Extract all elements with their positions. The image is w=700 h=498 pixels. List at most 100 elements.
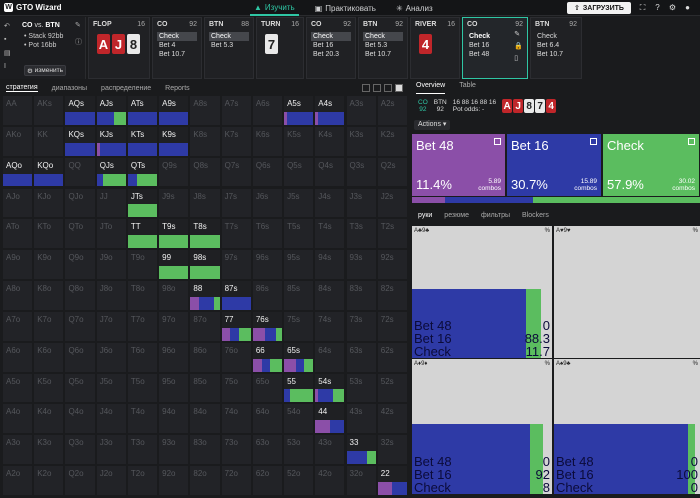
- strip-action-option[interactable]: Bet 10.7: [159, 51, 186, 58]
- strip-action-option[interactable]: Bet 5.3: [365, 42, 388, 49]
- hand-cell[interactable]: Q8s: [189, 156, 221, 188]
- hand-cell[interactable]: 22: [376, 465, 408, 496]
- hand-cell[interactable]: J3s: [345, 187, 377, 219]
- action-box[interactable]: Bet 48 11.4% 5.89 combos: [412, 134, 505, 196]
- hand-cell[interactable]: KTo: [33, 218, 65, 250]
- hand-cell[interactable]: JTo: [95, 218, 127, 250]
- strip-8[interactable]: BTN 92 Check Bet 6.4 Bet 10.7: [530, 17, 582, 79]
- nav-analyze[interactable]: ✳ Анализ: [392, 0, 437, 16]
- settings-icon[interactable]: ⚙: [668, 3, 677, 12]
- hand-cell[interactable]: 86o: [189, 341, 221, 373]
- hand-cell[interactable]: 32o: [345, 465, 377, 496]
- view-mode-2-icon[interactable]: [373, 84, 381, 92]
- hand-cell[interactable]: TT: [126, 218, 159, 250]
- view-mode-4-icon[interactable]: [395, 84, 403, 92]
- hand-cell[interactable]: Q6o: [64, 341, 96, 373]
- logo[interactable]: W GTO Wizard: [4, 3, 62, 12]
- tab-filters[interactable]: фильтры: [481, 212, 510, 219]
- hand-cell[interactable]: K5s: [283, 125, 315, 157]
- hand-cell[interactable]: KQs: [64, 125, 96, 157]
- tab-strategy[interactable]: стратегия: [6, 84, 38, 92]
- hand-cell[interactable]: 43o: [314, 434, 346, 466]
- hand-cell[interactable]: T6s: [251, 218, 284, 250]
- strip-action-option[interactable]: Bet 6.4: [537, 42, 560, 49]
- hand-cell[interactable]: ATo: [2, 218, 34, 250]
- hand-cell[interactable]: K8s: [189, 125, 221, 157]
- hand-cell[interactable]: AQs: [64, 95, 96, 126]
- hand-cell[interactable]: 42s: [376, 403, 408, 435]
- select-square-icon[interactable]: [590, 138, 597, 145]
- strip-6[interactable]: RIVER 16 4: [410, 17, 460, 79]
- hand-cell[interactable]: J4o: [95, 403, 127, 435]
- hand-detail-panel[interactable]: A♠9♣% Bet 48 0 Bet 16 100 Check 0: [554, 359, 700, 494]
- hand-cell[interactable]: T7o: [126, 310, 159, 342]
- hand-cell[interactable]: 84s: [314, 280, 346, 311]
- save-icon[interactable]: ▪: [4, 36, 7, 43]
- strip-action-option[interactable]: Bet 10.7: [537, 51, 564, 58]
- pencil-icon[interactable]: ✎: [514, 31, 521, 38]
- hand-cell[interactable]: K4s: [314, 125, 346, 157]
- strip-0[interactable]: FLOP 16 A J 8: [88, 17, 150, 79]
- hand-cell[interactable]: T3s: [345, 218, 377, 250]
- hand-cell[interactable]: Q7o: [64, 310, 96, 342]
- strip-2[interactable]: BTN 88 Check Bet 5.3: [204, 17, 254, 79]
- hand-cell[interactable]: 87o: [189, 310, 221, 342]
- hand-cell[interactable]: A3s: [345, 95, 377, 126]
- hand-cell[interactable]: AKo: [2, 125, 34, 157]
- hand-cell[interactable]: 74s: [314, 310, 346, 342]
- strip-7[interactable]: CO 92 Check Bet 16 Bet 48 ✎ 🔒 ▯: [462, 17, 528, 79]
- percent-toggle[interactable]: %: [692, 228, 698, 234]
- tab-ranges[interactable]: диапазоны: [51, 84, 88, 92]
- hand-cell[interactable]: 32s: [376, 434, 408, 466]
- hand-cell[interactable]: 54o: [283, 403, 315, 435]
- nav-practice[interactable]: ▣ Практиковать: [311, 0, 380, 16]
- hand-cell[interactable]: 64o: [251, 403, 284, 435]
- hand-cell[interactable]: AA: [2, 95, 34, 126]
- strip-1[interactable]: CO 92 Check Bet 4 Bet 10.7: [152, 17, 202, 79]
- hand-cell[interactable]: 44: [314, 403, 346, 435]
- view-mode-1-icon[interactable]: [362, 84, 370, 92]
- hand-cell[interactable]: 85o: [189, 372, 221, 404]
- strip-action-option[interactable]: Check: [157, 32, 197, 41]
- hand-cell[interactable]: JTs: [126, 187, 159, 219]
- hand-cell[interactable]: AJo: [2, 187, 34, 219]
- hand-cell[interactable]: 77: [220, 310, 252, 342]
- hand-cell[interactable]: A6o: [2, 341, 34, 373]
- hand-cell[interactable]: K6o: [33, 341, 65, 373]
- hand-cell[interactable]: KTs: [126, 125, 159, 157]
- hand-cell[interactable]: A2s: [376, 95, 408, 126]
- hand-cell[interactable]: A9s: [158, 95, 190, 126]
- hand-cell[interactable]: 95o: [158, 372, 190, 404]
- percent-toggle[interactable]: %: [544, 228, 550, 234]
- hand-cell[interactable]: A9o: [2, 249, 34, 281]
- hand-cell[interactable]: 83o: [189, 434, 221, 466]
- hand-cell[interactable]: 97s: [220, 249, 252, 281]
- hand-cell[interactable]: 76s: [251, 310, 284, 342]
- hand-cell[interactable]: T4s: [314, 218, 346, 250]
- action-box[interactable]: Bet 16 30.7% 15.89 combos: [507, 134, 601, 196]
- hand-cell[interactable]: A8s: [189, 95, 221, 126]
- select-square-icon[interactable]: [494, 138, 501, 145]
- hand-cell[interactable]: K3s: [345, 125, 377, 157]
- hand-cell[interactable]: 92s: [376, 249, 408, 281]
- hand-cell[interactable]: 66: [251, 341, 284, 373]
- hand-cell[interactable]: 99: [158, 249, 190, 281]
- hand-cell[interactable]: A2o: [2, 465, 34, 496]
- hand-cell[interactable]: 43s: [345, 403, 377, 435]
- hand-cell[interactable]: J8s: [189, 187, 221, 219]
- hand-cell[interactable]: 64s: [314, 341, 346, 373]
- strip-action-option[interactable]: Bet 16: [469, 42, 490, 49]
- tab-blockers[interactable]: Blockers: [522, 212, 549, 219]
- hand-cell[interactable]: 82s: [376, 280, 408, 311]
- hand-cell[interactable]: T6o: [126, 341, 159, 373]
- panel-icon[interactable]: ▯: [514, 55, 519, 62]
- hand-cell[interactable]: 42o: [314, 465, 346, 496]
- strip-action-option[interactable]: Check: [209, 32, 249, 41]
- hand-cell[interactable]: A4s: [314, 95, 346, 126]
- hand-cell[interactable]: 53s: [345, 372, 377, 404]
- select-square-icon[interactable]: [688, 138, 695, 145]
- tab-hands[interactable]: руки: [418, 212, 433, 219]
- hand-cell[interactable]: QJs: [95, 156, 127, 188]
- hand-cell[interactable]: T2s: [376, 218, 408, 250]
- hand-cell[interactable]: Q4o: [64, 403, 96, 435]
